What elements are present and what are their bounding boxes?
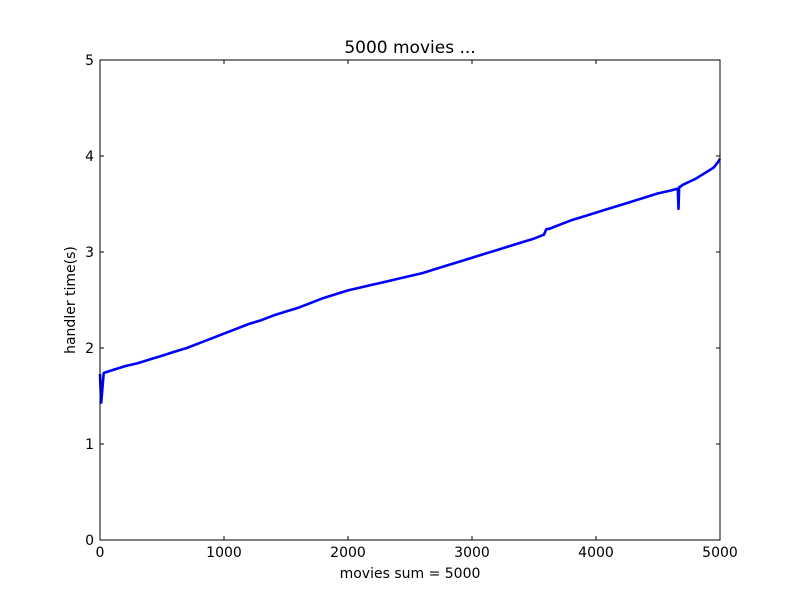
x-tick-label: 2000 xyxy=(330,545,366,561)
x-tick-label: 4000 xyxy=(578,545,614,561)
y-tick-label: 0 xyxy=(85,533,94,549)
plot-frame xyxy=(99,59,721,541)
y-tick-label: 2 xyxy=(85,341,94,357)
x-tick-label: 5000 xyxy=(702,545,738,561)
x-tick-label: 3000 xyxy=(454,545,490,561)
series-line-0 xyxy=(98,158,722,405)
axis-ticks: 0 1000 2000 3000 4000 5000 0 1 2 3 4 5 xyxy=(85,53,738,561)
y-tick-label: 3 xyxy=(85,245,94,261)
y-tick-label: 1 xyxy=(85,437,94,453)
chart-title: 5000 movies ... xyxy=(344,38,475,58)
plot-area xyxy=(98,158,722,405)
y-tick-label: 5 xyxy=(85,53,94,69)
y-axis-label: handler time(s) xyxy=(63,246,79,354)
x-axis-label: movies sum = 5000 xyxy=(340,566,481,582)
x-tick-label: 0 xyxy=(96,545,105,561)
y-tick-label: 4 xyxy=(85,149,94,165)
x-tick-label: 1000 xyxy=(206,545,242,561)
